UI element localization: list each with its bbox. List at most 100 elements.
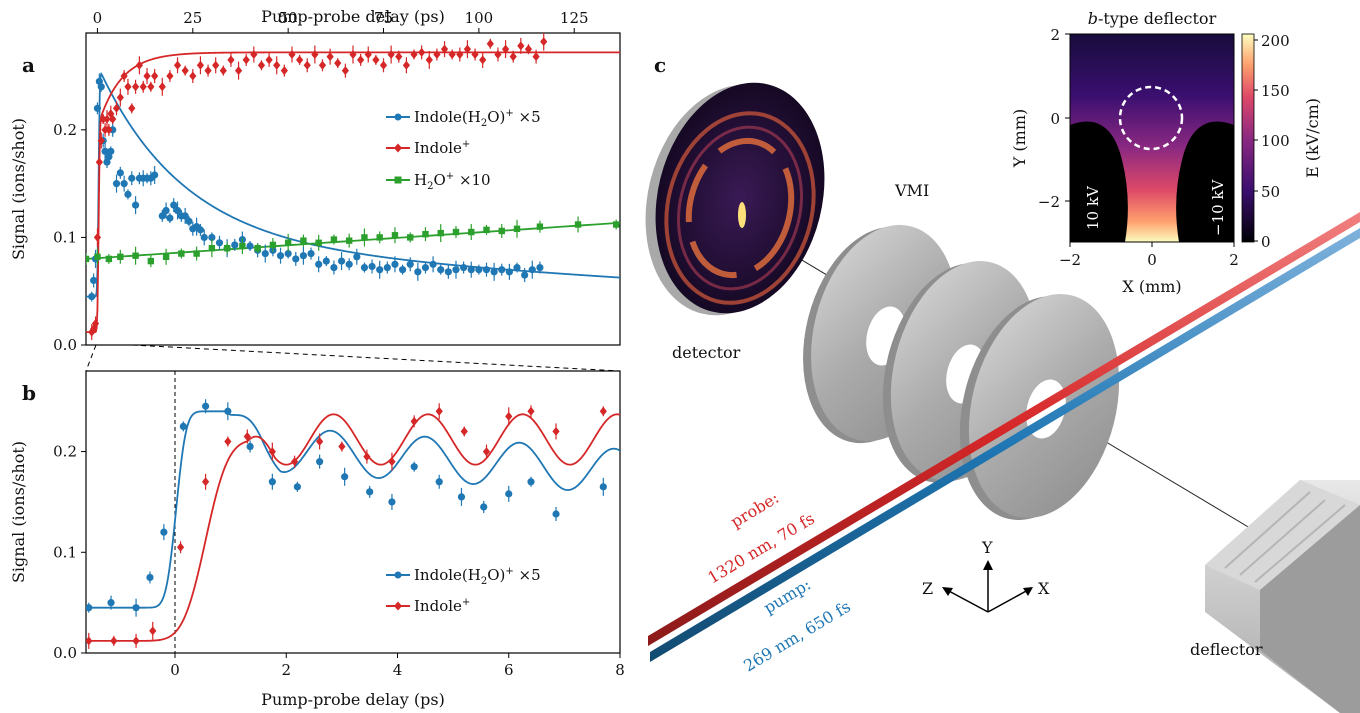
data-point (147, 257, 155, 265)
data-point (158, 82, 166, 92)
data-point (158, 212, 166, 220)
data-point (246, 442, 254, 451)
data-point (132, 604, 140, 612)
colorbar: 200 150 100 50 0 E (kV/cm) (1241, 32, 1322, 251)
legend-label-indole: Indole+ (414, 139, 470, 157)
zoom-connector-left (85, 344, 97, 372)
data-point (86, 255, 90, 263)
x-tick-label: 50 (279, 9, 298, 27)
x-tick-label: 125 (560, 9, 589, 27)
y-axis-label-b: Signal (ions/shot) (9, 441, 28, 583)
vmi-electrodes (803, 224, 1120, 520)
data-point (117, 253, 124, 260)
data-point (254, 244, 261, 252)
data-point (483, 226, 490, 234)
x-tick-label: 100 (465, 9, 494, 27)
data-point (528, 266, 536, 274)
data-point (231, 241, 239, 249)
data-point (368, 262, 376, 271)
y-tick-label: 0.1 (53, 228, 77, 246)
data-point (200, 233, 208, 242)
panel-c-label: c (654, 53, 666, 77)
x-axis-label-a: Pump-probe delay (ps) (261, 7, 445, 26)
inset-x-ticks: −2 0 2 (1059, 242, 1239, 269)
data-point (101, 125, 109, 135)
x-tick-label: 75 (374, 9, 393, 27)
y-ticks-b: 0.0 0.1 0.2 (53, 443, 86, 662)
inset-ytick-2: 2 (1050, 26, 1060, 44)
data-point (479, 55, 487, 65)
probe-label-line1: probe: (727, 488, 782, 531)
laser-beams (648, 212, 1360, 662)
data-point (391, 232, 399, 239)
data-point (284, 249, 292, 258)
data-point (99, 114, 107, 124)
x-ticks-a: 0 25 50 75 100 125 (93, 9, 589, 33)
data-point (414, 268, 422, 276)
data-point (147, 82, 155, 92)
data-point (162, 206, 170, 215)
data-point (261, 249, 269, 258)
data-point (268, 447, 276, 457)
data-point (234, 66, 243, 76)
data-point (501, 44, 510, 54)
data-point (360, 263, 369, 272)
legend-entry-indole: Indole+ (386, 139, 470, 157)
legend-entry-water: H2O+ ×10 (386, 171, 491, 192)
zoom-connector-right (131, 344, 621, 372)
data-point (334, 58, 342, 68)
data-point (498, 227, 505, 235)
data-point (131, 201, 140, 209)
data-point (124, 190, 132, 198)
data-point (341, 473, 349, 481)
data-point (107, 599, 115, 607)
data-point (139, 82, 147, 92)
data-point (410, 50, 418, 60)
data-point (552, 426, 560, 436)
detector (645, 82, 825, 316)
data-point (421, 263, 430, 272)
data-point (475, 266, 483, 274)
data-point (536, 263, 544, 272)
data-point (105, 125, 113, 135)
deflector (1205, 480, 1360, 713)
data-point (574, 221, 582, 228)
data-point (418, 47, 426, 57)
data-point (315, 239, 322, 246)
data-point (456, 50, 464, 60)
data-point (536, 223, 544, 230)
inset-xtick-0: 0 (1147, 251, 1157, 269)
molecular-beam-circle (1118, 85, 1184, 151)
data-point (388, 498, 396, 506)
data-point (110, 636, 118, 646)
data-point (444, 268, 452, 276)
data-point (349, 50, 357, 60)
legend-entry-indole-water-b: Indole(H2O)+ ×5 (386, 566, 541, 587)
data-point (364, 50, 372, 60)
detector-label: detector (672, 343, 741, 362)
data-point (452, 228, 460, 236)
data-point (290, 457, 299, 467)
x-ticks-b: 0 2 4 6 8 (170, 653, 625, 679)
data-point (208, 233, 216, 242)
data-point (204, 66, 212, 76)
data-point (509, 52, 517, 62)
data-point (517, 41, 525, 51)
data-point (151, 171, 159, 179)
legend-b: Indole(H2O)+ ×5 Indole+ (386, 566, 541, 615)
data-point (120, 180, 128, 188)
data-point (288, 50, 296, 60)
data-point (196, 226, 205, 234)
data-point (280, 66, 288, 76)
data-point (513, 263, 521, 272)
data-point (276, 252, 285, 260)
data-point (94, 253, 101, 260)
inset-y-ticks: 2 0 −2 (1038, 26, 1070, 211)
panel-a: a 0 25 50 75 100 125 0.0 0.1 0.2 Pump-probe del… (9, 7, 621, 354)
data-point (388, 457, 396, 467)
plot-frame-a (85, 32, 621, 346)
data-point (311, 50, 319, 60)
data-point (196, 60, 205, 70)
